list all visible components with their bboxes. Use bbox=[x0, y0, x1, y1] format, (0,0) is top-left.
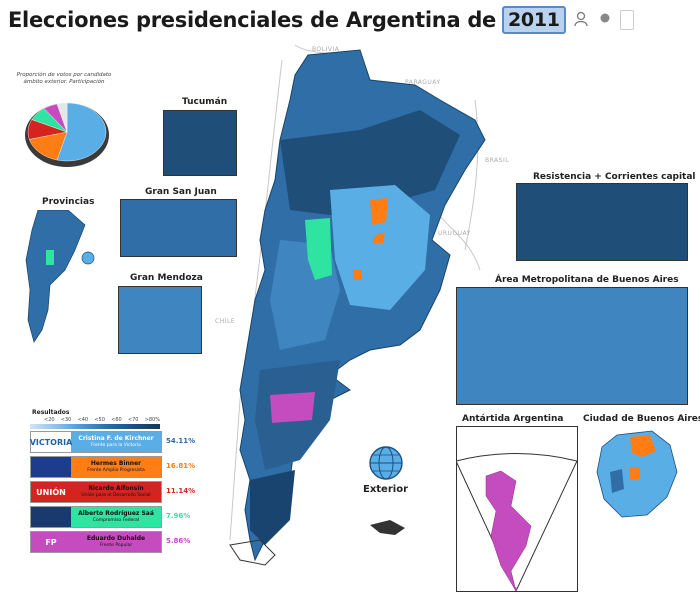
label-uruguay: URUGUAY bbox=[438, 230, 471, 237]
candidate-row-2[interactable]: UNIÓN Ricardo Alfonsín Unión para el Desar… bbox=[30, 481, 162, 503]
antartida-inset[interactable] bbox=[456, 426, 578, 592]
caba-caption: Ciudad de Buenos Aires bbox=[583, 414, 700, 424]
globe-icon[interactable] bbox=[368, 445, 404, 481]
candidate-party: Frente para la Victoria bbox=[91, 443, 141, 448]
label-chile: CHILE bbox=[215, 318, 236, 325]
label-paraguay: PARAGUAY bbox=[405, 79, 441, 86]
pie-slice-5 bbox=[56, 102, 68, 133]
party-logo: VICTORIA bbox=[30, 432, 72, 452]
candidate-row-1[interactable]: Hermes Binner Frente Amplio Progresista bbox=[30, 456, 162, 478]
candidate-name: Alberto Rodríguez Saá Compromiso Federal bbox=[71, 510, 161, 524]
region-santa-fe bbox=[370, 198, 388, 225]
slider-handle-icon[interactable] bbox=[619, 10, 634, 30]
results-color-scale bbox=[30, 424, 160, 429]
person-icon[interactable] bbox=[572, 11, 590, 29]
amba-caption: Área Metropolitana de Buenos Aires bbox=[495, 275, 679, 285]
candidate-name: Hermes Binner Frente Amplio Progresista bbox=[71, 460, 161, 474]
candidate-row-3[interactable]: Alberto Rodríguez Saá Compromiso Federal bbox=[30, 506, 162, 528]
candidate-row-0[interactable]: VICTORIA Cristina F. de Kirchner Frente pa… bbox=[30, 431, 162, 453]
party-logo: UNIÓN bbox=[31, 482, 71, 502]
amba-inset[interactable] bbox=[456, 287, 688, 405]
candidate-party: Unión para el Desarrollo Social bbox=[81, 493, 151, 498]
provincias-caption: Provincias bbox=[42, 197, 95, 207]
tierra-del-fuego bbox=[229, 539, 276, 566]
candidate-pct: 11.14% bbox=[166, 487, 196, 495]
region-rosario bbox=[373, 233, 385, 243]
region-pampa-orange bbox=[353, 270, 361, 280]
region-san-luis bbox=[305, 218, 332, 280]
caba-inset[interactable] bbox=[592, 427, 684, 521]
border-brasil bbox=[464, 99, 479, 251]
exterior-label: Exterior bbox=[363, 484, 409, 495]
islas-malvinas bbox=[370, 520, 405, 535]
vote-share-pie bbox=[25, 102, 109, 167]
title-text: Elecciones presidenciales de Argentina d… bbox=[8, 8, 496, 32]
party-logo bbox=[31, 457, 71, 477]
region-patagonia-south bbox=[250, 470, 295, 545]
candidate-pct: 5.86% bbox=[166, 537, 191, 545]
region-north bbox=[280, 110, 460, 215]
candidate-name: Cristina F. de Kirchner Frente para la Vi… bbox=[71, 435, 161, 449]
san-juan-caption: Gran San Juan bbox=[145, 187, 217, 197]
candidate-party: Frente Popular bbox=[99, 543, 133, 548]
pie-slice-0 bbox=[56, 102, 107, 162]
candidate-pct: 54.11% bbox=[166, 437, 196, 445]
candidate-row-4[interactable]: FP Eduardo Duhalde Frente Popular bbox=[30, 531, 162, 553]
label-bolivia: BOLIVIA bbox=[312, 46, 340, 53]
antartida-caption: Antártida Argentina bbox=[462, 414, 564, 424]
candidate-name: Eduardo Duhalde Frente Popular bbox=[71, 535, 161, 549]
record-dot-icon[interactable] bbox=[596, 11, 614, 29]
party-logo: FP bbox=[31, 532, 71, 552]
candidate-pct: 16.81% bbox=[166, 462, 196, 470]
san-juan-inset[interactable] bbox=[120, 199, 237, 257]
region-chubut bbox=[270, 392, 315, 423]
results-title: Resultados bbox=[32, 409, 70, 416]
resistencia-inset[interactable] bbox=[516, 183, 688, 261]
results-scale: <20 <30 <40 <50 <60 <70 >80% bbox=[44, 417, 160, 423]
candidate-name: Ricardo Alfonsín Unión para el Desarrollo… bbox=[71, 485, 161, 499]
candidate-party: Frente Amplio Progresista bbox=[87, 468, 145, 473]
pie-caption: Proporción de votos por candidato ámbito… bbox=[16, 72, 112, 85]
argentina-map[interactable] bbox=[220, 40, 490, 600]
tucuman-inset[interactable] bbox=[163, 110, 237, 176]
candidate-pct: 7.96% bbox=[166, 512, 191, 520]
candidate-party: Compromiso Federal bbox=[92, 518, 140, 523]
mendoza-inset[interactable] bbox=[118, 286, 202, 354]
pie-slices bbox=[27, 102, 107, 162]
page-title: Elecciones presidenciales de Argentina d… bbox=[8, 6, 634, 34]
party-logo bbox=[31, 507, 71, 527]
mendoza-caption: Gran Mendoza bbox=[130, 273, 203, 283]
label-brasil: BRASIL bbox=[485, 157, 510, 164]
year-selector[interactable]: 2011 bbox=[502, 6, 566, 34]
tucuman-caption: Tucumán bbox=[182, 97, 228, 107]
provincias-inset[interactable] bbox=[20, 210, 100, 345]
resistencia-caption: Resistencia + Corrientes capital bbox=[533, 172, 696, 182]
